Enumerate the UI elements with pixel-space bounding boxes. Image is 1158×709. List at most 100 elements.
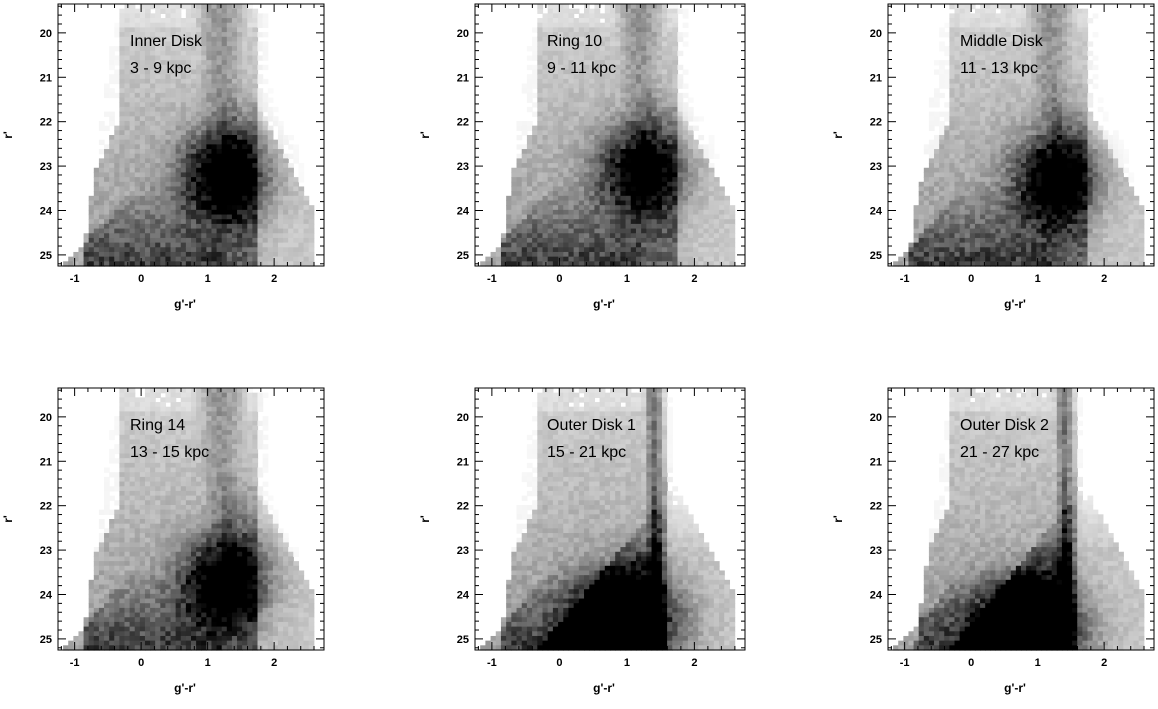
density-cell (119, 18, 125, 23)
density-cell (605, 247, 611, 252)
density-cell (949, 41, 955, 46)
density-cell (293, 247, 299, 252)
density-cell (135, 88, 141, 93)
density-cell (181, 135, 187, 140)
density-cell (919, 205, 925, 210)
density-cell (140, 191, 146, 196)
density-cell (558, 177, 564, 182)
density-cell (672, 41, 678, 46)
density-cell (109, 163, 115, 168)
density-cell (584, 84, 590, 89)
density-cell (114, 23, 120, 28)
density-cell (626, 41, 632, 46)
density-cell (155, 102, 161, 107)
density-cell (206, 102, 212, 107)
density-cell (672, 60, 678, 65)
density-cell (537, 257, 543, 262)
density-cell (615, 252, 621, 257)
density-cell (605, 168, 611, 173)
density-cell (99, 247, 105, 252)
density-cell (155, 4, 161, 9)
density-cell (104, 219, 110, 224)
density-cell (558, 135, 564, 140)
density-cell (960, 93, 966, 98)
density-cell (165, 13, 171, 18)
density-cell (273, 158, 279, 163)
density-cell (605, 88, 611, 93)
density-cell (94, 257, 100, 262)
density-cell (527, 121, 533, 126)
density-cell (130, 238, 136, 243)
density-cell (683, 243, 689, 248)
density-cell (135, 210, 141, 215)
density-cell (949, 32, 955, 37)
density-cell (222, 13, 228, 18)
density-cell (594, 107, 600, 112)
density-cell (258, 32, 264, 37)
density-cell (924, 186, 930, 191)
density-cell (678, 215, 684, 220)
density-cell (252, 121, 258, 126)
density-cell (263, 158, 269, 163)
density-cell (548, 140, 554, 145)
density-cell (615, 135, 621, 140)
density-cell (698, 229, 704, 234)
density-cell (186, 182, 192, 187)
density-cell (646, 126, 652, 131)
density-cell (227, 41, 233, 46)
density-cell (252, 196, 258, 201)
density-cell (537, 182, 543, 187)
density-cell (135, 102, 141, 107)
density-cell (714, 186, 720, 191)
density-cell (949, 51, 955, 56)
density-cell (631, 252, 637, 257)
density-cell (594, 243, 600, 248)
density-cell (662, 65, 668, 70)
density-cell (191, 205, 197, 210)
density-cell (160, 243, 166, 248)
density-cell (99, 196, 105, 201)
density-cell (641, 70, 647, 75)
density-cell (171, 186, 177, 191)
density-cell (610, 93, 616, 98)
density-cell (217, 27, 223, 32)
density-cell (620, 233, 626, 238)
density-cell (160, 79, 166, 84)
density-cell (135, 257, 141, 262)
density-cell (709, 163, 715, 168)
density-cell (579, 51, 585, 56)
density-cell (975, 135, 981, 140)
x-tick-label: -1 (487, 273, 497, 285)
density-cell (222, 191, 228, 196)
density-cell (975, 182, 981, 187)
density-cell (939, 135, 945, 140)
density-cell (594, 210, 600, 215)
density-cell (626, 116, 632, 121)
density-cell (574, 182, 580, 187)
density-cell (672, 55, 678, 60)
density-cell (985, 196, 991, 201)
density-cell (949, 177, 955, 182)
density-cell (949, 191, 955, 196)
density-cell (94, 247, 100, 252)
density-cell (150, 201, 156, 206)
density-cell (714, 252, 720, 257)
density-cell (155, 23, 161, 28)
density-cell (247, 27, 253, 32)
density-cell (501, 257, 507, 262)
density-cell (970, 23, 976, 28)
density-cell (527, 158, 533, 163)
density-cell (646, 149, 652, 154)
density-cell (201, 18, 207, 23)
density-cell (140, 126, 146, 131)
density-cell (568, 140, 574, 145)
density-cell (919, 257, 925, 262)
density-cell (283, 210, 289, 215)
density-cell (165, 243, 171, 248)
density-cell (522, 154, 528, 159)
density-cell (150, 154, 156, 159)
density-cell (553, 18, 559, 23)
density-cell (672, 154, 678, 159)
density-cell (929, 243, 935, 248)
density-cell (995, 4, 1001, 9)
